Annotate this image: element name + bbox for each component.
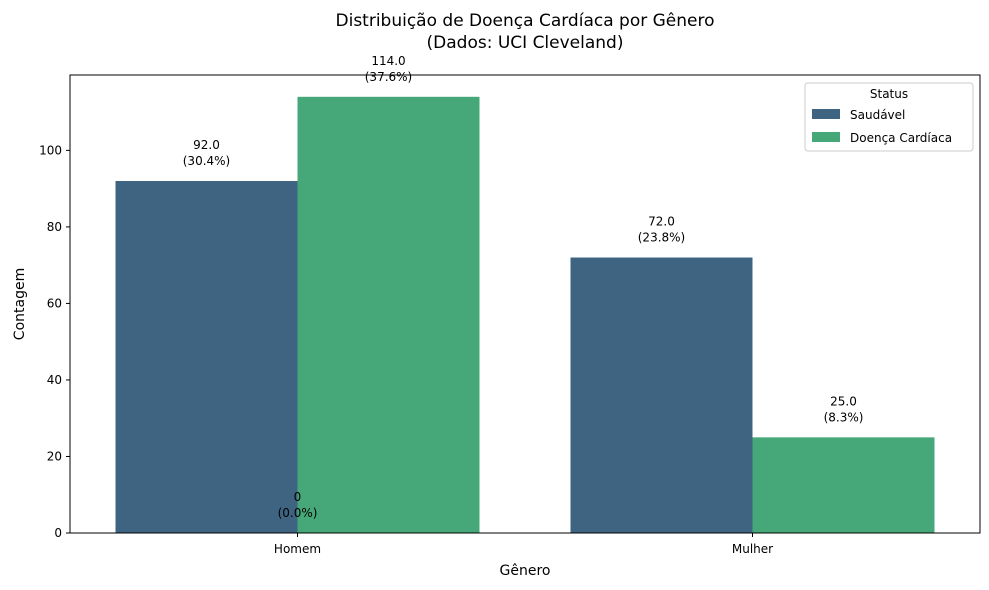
data-label-value: 0	[294, 490, 302, 504]
data-label-value: 92.0	[193, 138, 220, 152]
legend-swatch-doenca-cardiaca	[812, 132, 840, 142]
data-label-value: 72.0	[648, 215, 675, 229]
data-labels-group: 92.0 (30.4%) 114.0 (37.6%) 72.0 (23.8%) 25.0 (8…	[183, 54, 864, 520]
legend-title: Status	[870, 87, 908, 101]
legend-label-doenca-cardiaca: Doença Cardíaca	[850, 131, 952, 145]
data-label-percent: (8.3%)	[824, 410, 864, 424]
chart-title-line-1: Distribuição de Doença Cardíaca por Gêne…	[336, 11, 715, 31]
chart-title-line-2: (Dados: UCI Cleveland)	[427, 33, 624, 53]
y-tick-label: 40	[47, 373, 62, 387]
y-tick-label: 60	[47, 296, 62, 310]
plot-frame	[69, 74, 981, 534]
x-axis-ticks: Homem Mulher	[274, 533, 773, 556]
y-axis-ticks: 0 20 40 60 80 100	[39, 143, 70, 540]
data-label-value: 114.0	[371, 54, 405, 68]
legend-swatch-saudavel	[812, 109, 840, 119]
x-tick-label-homem: Homem	[274, 542, 321, 556]
data-label-percent: (30.4%)	[183, 154, 230, 168]
data-label-value: 25.0	[830, 394, 857, 408]
bar-mulher-doenca-cardiaca	[752, 437, 935, 533]
legend: Status Saudável Doença Cardíaca	[804, 82, 974, 152]
x-axis-label: Gênero	[500, 563, 551, 579]
data-label-percent: (0.0%)	[278, 506, 318, 520]
data-label-percent: (23.8%)	[638, 231, 685, 245]
legend-box	[804, 82, 974, 152]
bar-homem-saudavel	[115, 180, 298, 533]
y-tick-label: 0	[54, 526, 62, 540]
bar-homem-doenca-cardiaca	[297, 96, 480, 534]
y-tick-label: 20	[47, 449, 62, 463]
bars-group	[115, 96, 935, 534]
y-axis-label: Contagem	[12, 268, 28, 340]
data-label-percent: (37.6%)	[365, 70, 412, 84]
y-tick-label: 80	[47, 220, 62, 234]
y-tick-label: 100	[39, 143, 62, 157]
legend-label-saudavel: Saudável	[850, 108, 905, 122]
x-tick-label-mulher: Mulher	[732, 542, 773, 556]
bar-mulher-saudavel	[570, 257, 753, 533]
